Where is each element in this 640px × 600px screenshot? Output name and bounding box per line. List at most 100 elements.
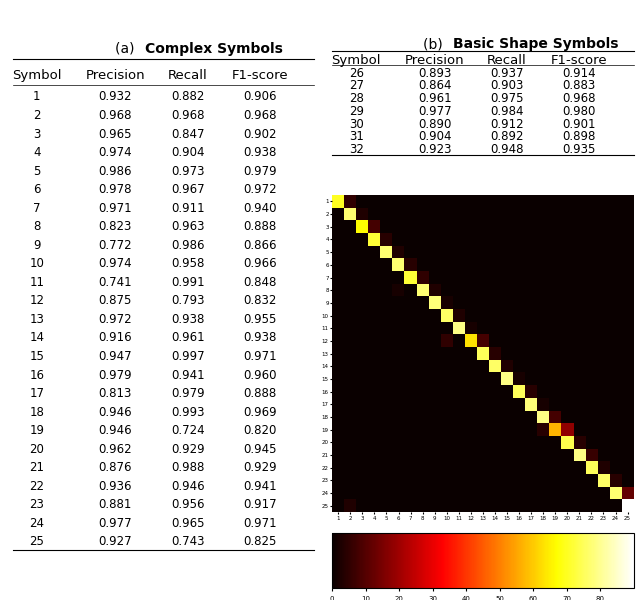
Text: 0.883: 0.883 (563, 79, 596, 92)
Text: 0.967: 0.967 (171, 183, 204, 196)
Text: 0.904: 0.904 (418, 130, 451, 143)
Text: F1-score: F1-score (551, 54, 607, 67)
Text: 2: 2 (33, 109, 41, 122)
Text: 0.772: 0.772 (99, 239, 132, 252)
Text: 0.881: 0.881 (99, 498, 132, 511)
Text: 6: 6 (33, 183, 41, 196)
Text: 0.971: 0.971 (99, 202, 132, 215)
Text: 25: 25 (29, 535, 44, 548)
Text: 0.958: 0.958 (171, 257, 204, 270)
Text: 0.892: 0.892 (490, 130, 524, 143)
Text: 0.991: 0.991 (171, 276, 204, 289)
Text: 0.848: 0.848 (243, 276, 276, 289)
Text: 0.832: 0.832 (243, 295, 276, 307)
Text: 0.979: 0.979 (171, 387, 204, 400)
Text: 31: 31 (349, 130, 364, 143)
Text: Complex Symbols: Complex Symbols (145, 41, 284, 56)
Text: 0.980: 0.980 (563, 105, 596, 118)
Text: 0.904: 0.904 (171, 146, 204, 159)
Text: 0.941: 0.941 (243, 480, 276, 493)
Text: Symbol: Symbol (12, 69, 61, 82)
Text: 0.937: 0.937 (490, 67, 524, 80)
Text: F1-score: F1-score (232, 69, 288, 82)
Text: 0.974: 0.974 (99, 257, 132, 270)
Text: 22: 22 (29, 480, 44, 493)
Text: 0.914: 0.914 (563, 67, 596, 80)
Text: 0.997: 0.997 (171, 350, 204, 363)
Text: 29: 29 (349, 105, 364, 118)
Text: 0.945: 0.945 (243, 443, 276, 455)
Text: 0.936: 0.936 (99, 480, 132, 493)
Text: 0.929: 0.929 (243, 461, 276, 474)
Text: 0.938: 0.938 (171, 313, 204, 326)
Text: 0.966: 0.966 (243, 257, 276, 270)
Text: Precision: Precision (86, 69, 145, 82)
Text: 5: 5 (33, 164, 40, 178)
Text: 0.963: 0.963 (171, 220, 204, 233)
Text: 20: 20 (29, 443, 44, 455)
Text: 0.946: 0.946 (99, 424, 132, 437)
Text: Recall: Recall (487, 54, 527, 67)
Text: 0.898: 0.898 (563, 130, 596, 143)
Text: 30: 30 (349, 118, 364, 131)
Text: 0.911: 0.911 (171, 202, 204, 215)
Text: 0.724: 0.724 (171, 424, 204, 437)
Text: 0.971: 0.971 (243, 350, 276, 363)
Text: 0.888: 0.888 (243, 220, 276, 233)
Text: 0.955: 0.955 (243, 313, 276, 326)
Text: 9: 9 (33, 239, 41, 252)
Text: 32: 32 (349, 143, 364, 156)
Text: Basic Shape Symbols: Basic Shape Symbols (452, 37, 618, 52)
Text: 0.813: 0.813 (99, 387, 132, 400)
Text: 15: 15 (29, 350, 44, 363)
Text: 0.741: 0.741 (99, 276, 132, 289)
Text: 0.917: 0.917 (243, 498, 276, 511)
Text: 26: 26 (349, 67, 364, 80)
Text: 0.968: 0.968 (171, 109, 204, 122)
Text: 0.823: 0.823 (99, 220, 132, 233)
Text: 0.938: 0.938 (243, 146, 276, 159)
Text: 18: 18 (29, 406, 44, 419)
Text: 7: 7 (33, 202, 41, 215)
Text: 0.932: 0.932 (99, 91, 132, 103)
Text: 0.948: 0.948 (490, 143, 524, 156)
Text: 0.946: 0.946 (171, 480, 204, 493)
Text: 0.961: 0.961 (171, 331, 204, 344)
Text: 0.968: 0.968 (99, 109, 132, 122)
Text: 10: 10 (29, 257, 44, 270)
Text: 0.847: 0.847 (171, 128, 204, 140)
Text: 0.993: 0.993 (171, 406, 204, 419)
Text: 0.793: 0.793 (171, 295, 204, 307)
Text: 0.941: 0.941 (171, 368, 204, 382)
Text: 0.969: 0.969 (243, 406, 276, 419)
Text: 0.988: 0.988 (171, 461, 204, 474)
Text: 0.935: 0.935 (563, 143, 596, 156)
Text: 19: 19 (29, 424, 44, 437)
Text: 0.864: 0.864 (418, 79, 451, 92)
Text: 24: 24 (29, 517, 44, 530)
Text: 0.906: 0.906 (243, 91, 276, 103)
Text: 0.979: 0.979 (99, 368, 132, 382)
Text: 0.916: 0.916 (99, 331, 132, 344)
Text: 0.912: 0.912 (490, 118, 524, 131)
Text: 11: 11 (29, 276, 44, 289)
Text: 8: 8 (33, 220, 40, 233)
Text: 0.902: 0.902 (243, 128, 276, 140)
Text: 12: 12 (29, 295, 44, 307)
Text: 16: 16 (29, 368, 44, 382)
Text: 0.946: 0.946 (99, 406, 132, 419)
Text: (a): (a) (115, 41, 140, 56)
Text: 0.984: 0.984 (490, 105, 524, 118)
Text: 0.977: 0.977 (418, 105, 451, 118)
Text: 0.876: 0.876 (99, 461, 132, 474)
Text: 28: 28 (349, 92, 364, 105)
Text: 0.968: 0.968 (563, 92, 596, 105)
Text: 4: 4 (33, 146, 41, 159)
Text: 0.890: 0.890 (418, 118, 451, 131)
Text: 0.820: 0.820 (243, 424, 276, 437)
Text: 0.979: 0.979 (243, 164, 276, 178)
Text: 0.903: 0.903 (490, 79, 524, 92)
Text: 17: 17 (29, 387, 44, 400)
Text: 3: 3 (33, 128, 40, 140)
Text: 0.962: 0.962 (99, 443, 132, 455)
